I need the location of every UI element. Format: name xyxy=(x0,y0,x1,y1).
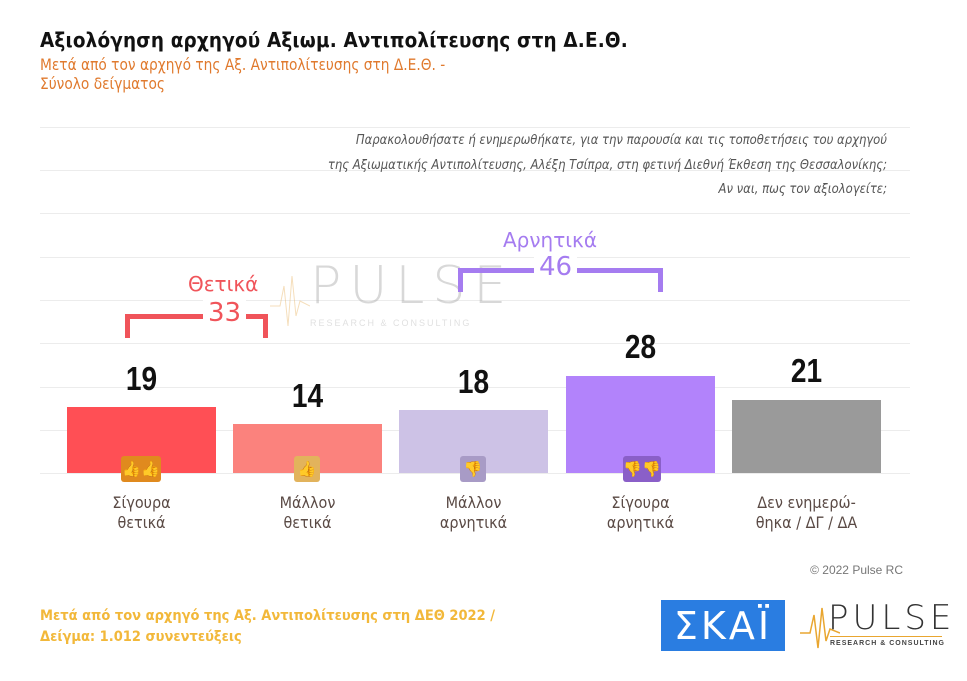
question-line-1: Παρακολουθήσατε ή ενημερωθήκατε, για την… xyxy=(355,132,887,148)
pulse-watermark: PULSE RESEARCH & CONSULTING xyxy=(270,256,506,336)
category-label: Μάλλον θετικά xyxy=(233,493,382,533)
bar-value: 19 xyxy=(125,360,158,397)
bar-value: 14 xyxy=(291,377,324,414)
category-label: Σίγουρα θετικά xyxy=(67,493,216,533)
negative-group-total: 46 xyxy=(534,252,578,282)
footer-line-2: Δείγμα: 1.012 συνεντεύξεις xyxy=(40,629,242,645)
gridline xyxy=(40,127,910,128)
category-label-line-2: αρνητικά xyxy=(439,513,508,532)
question-line-2: της Αξιωματικής Αντιπολίτευσης, Αλέξη Τσ… xyxy=(327,156,887,173)
gridline xyxy=(40,170,910,171)
category-label: Δεν ενημερώ- θηκα / ΔΓ / ΔΑ xyxy=(732,493,881,533)
pulse-logo: PULSE RESEARCH & CONSULTING xyxy=(800,598,951,658)
category-label: Μάλλον αρνητικά xyxy=(399,493,548,533)
survey-question: Παρακολουθήσατε ή ενημερωθήκατε, για την… xyxy=(268,128,887,202)
chart-subtitle: Μετά από τον αρχηγό της Αξ. Αντιπολίτευσ… xyxy=(40,55,445,93)
category-label-line-1: Σίγουρα xyxy=(611,493,670,512)
watermark-text: PULSE xyxy=(310,256,515,316)
category-label-line-2: αρνητικά xyxy=(606,513,675,532)
pulse-wave-icon xyxy=(800,607,840,649)
subtitle-line-2: Σύνολο δείγματος xyxy=(40,74,165,93)
watermark-subtext: RESEARCH & CONSULTING xyxy=(310,318,472,328)
category-label-line-1: Μάλλον xyxy=(445,493,502,512)
thumbs-up-icon: 👍 xyxy=(294,456,320,482)
gridline xyxy=(40,257,910,258)
category-label-line-1: Μάλλον xyxy=(279,493,336,512)
pulse-logo-line xyxy=(830,636,942,637)
footer-note: Μετά από τον αρχηγό της Αξ. Αντιπολίτευσ… xyxy=(40,606,495,648)
bar-not-informed xyxy=(732,400,881,473)
category-label-line-1: Δεν ενημερώ- xyxy=(757,493,856,512)
gridline xyxy=(40,343,910,344)
pulse-logo-subtext: RESEARCH & CONSULTING xyxy=(830,640,945,647)
bar-value: 18 xyxy=(457,363,490,400)
pulse-wave-icon xyxy=(270,275,310,327)
category-label-line-1: Σίγουρα xyxy=(112,493,171,512)
double-thumbs-up-icon: 👍👍 xyxy=(121,456,161,482)
gridline xyxy=(40,213,910,214)
chart-title: Αξιολόγηση αρχηγού Αξιωμ. Αντιπολίτευσης… xyxy=(40,28,628,52)
positive-group-label: Θετικά xyxy=(188,272,259,296)
footer-line-1: Μετά από τον αρχηγό της Αξ. Αντιπολίτευσ… xyxy=(40,608,496,624)
category-label-line-2: θετικά xyxy=(283,513,332,532)
positive-group-bracket xyxy=(125,314,268,338)
positive-group-total: 33 xyxy=(203,298,247,328)
question-line-3: Αν ναι, πως τον αξιολογείτε; xyxy=(718,181,887,197)
gridline xyxy=(40,387,910,388)
copyright: © 2022 Pulse RC xyxy=(810,563,903,577)
bar-value: 21 xyxy=(790,352,823,389)
negative-group-label: Αρνητικά xyxy=(503,228,598,252)
skai-logo: ΣΚΑΪ xyxy=(661,600,785,651)
category-label-line-2: θετικά xyxy=(117,513,166,532)
subtitle-line-1: Μετά από τον αρχηγό της Αξ. Αντιπολίτευσ… xyxy=(40,55,446,74)
double-thumbs-down-icon: 👎👎 xyxy=(623,456,661,482)
gridline xyxy=(40,300,910,301)
thumbs-down-icon: 👎 xyxy=(460,456,486,482)
bar-value: 28 xyxy=(624,328,657,365)
category-label: Σίγουρα αρνητικά xyxy=(566,493,715,533)
pulse-logo-text: PULSE xyxy=(828,598,956,638)
category-label-line-2: θηκα / ΔΓ / ΔΑ xyxy=(755,513,858,532)
